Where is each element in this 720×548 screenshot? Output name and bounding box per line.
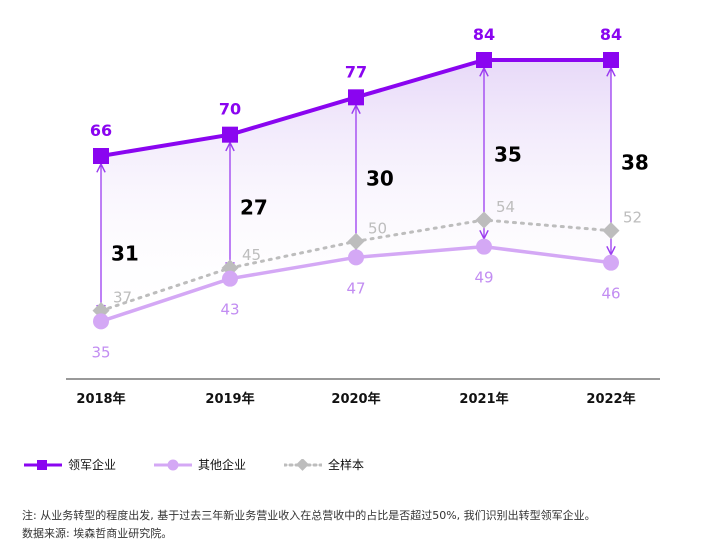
legend-item-others: 其他企业: [154, 456, 246, 473]
data-source: 数据来源: 埃森哲商业研究院。: [22, 527, 173, 540]
leaders-marker: [348, 89, 364, 106]
others-marker: [603, 254, 619, 271]
leaders-value-label: 84: [473, 25, 495, 44]
line-chart: 2018年 2019年 2020年 2021年 2022年 31 27 30 35 38 37 45…: [66, 25, 660, 407]
legend-item-all: 全样本: [284, 456, 364, 473]
others-value-label: 49: [474, 269, 493, 287]
all-sample-legend-icon: [284, 458, 323, 471]
gap-label: 38: [621, 150, 649, 174]
x-tick-label: 2019年: [205, 391, 254, 407]
gap-label: 30: [366, 166, 394, 190]
others-value-label: 35: [91, 343, 110, 361]
x-tick-label: 2018年: [76, 391, 125, 407]
leaders-legend-icon: [24, 459, 62, 470]
all-sample-marker: [475, 211, 493, 229]
leaders-marker: [222, 126, 238, 143]
leaders-marker: [603, 52, 619, 68]
leaders-marker: [93, 148, 109, 164]
others-value-label: 46: [601, 285, 620, 303]
gap-label: 27: [240, 196, 268, 220]
gap-label: 35: [494, 142, 522, 166]
others-marker: [222, 270, 238, 287]
footnote: 注: 从业务转型的程度出发, 基于过去三年新业务营业收入在总营收中的占比是否超过…: [22, 509, 596, 522]
leaders-marker: [476, 52, 492, 68]
others-marker: [476, 238, 492, 255]
all-sample-marker: [347, 232, 365, 250]
x-tick-label: 2020年: [331, 391, 380, 407]
all-sample-value-label: 37: [113, 289, 132, 307]
others-marker: [348, 249, 364, 266]
leaders-value-label: 77: [345, 62, 367, 81]
others-value-label: 43: [220, 301, 239, 319]
legend: 领军企业 其他企业 全样本: [24, 456, 402, 473]
others-legend-icon: [154, 459, 193, 470]
leaders-value-label: 84: [600, 25, 622, 44]
all-sample-value-label: 50: [368, 219, 387, 237]
all-sample-value-label: 52: [623, 209, 642, 227]
leaders-value-label: 70: [219, 100, 241, 119]
gap-label: 31: [111, 242, 139, 266]
x-tick-label: 2021年: [459, 391, 508, 407]
others-marker: [93, 313, 109, 330]
legend-label-all: 全样本: [328, 458, 365, 472]
all-sample-marker: [602, 222, 620, 240]
legend-item-leaders: 领军企业: [24, 456, 116, 473]
leaders-value-label: 66: [90, 121, 112, 140]
legend-label-leaders: 领军企业: [68, 458, 117, 472]
others-value-label: 47: [346, 279, 365, 297]
all-sample-value-label: 45: [242, 246, 261, 264]
x-tick-label: 2022年: [586, 391, 635, 407]
legend-label-others: 其他企业: [198, 458, 247, 472]
all-sample-value-label: 54: [496, 198, 515, 216]
